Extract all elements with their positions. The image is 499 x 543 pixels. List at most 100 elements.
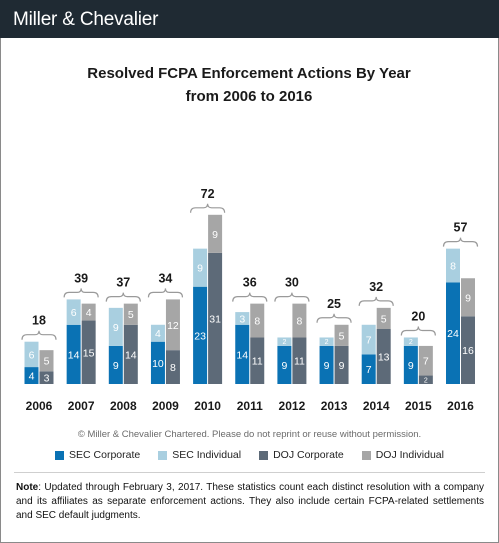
legend-label-sec-corporate: SEC Corporate <box>69 449 141 461</box>
x-tick-label-2015: 2015 <box>405 399 432 413</box>
bar-2009-sec-individual <box>150 324 165 342</box>
total-label-2014: 32 <box>369 280 383 294</box>
data-label-2015-sec-corporate: 9 <box>408 360 414 372</box>
bar-chart: Resolved FCPA Enforcement Actions By Yea… <box>21 65 479 413</box>
bar-2006-sec-individual <box>24 341 39 368</box>
x-tick-label-2014: 2014 <box>363 399 390 413</box>
bar-2014-doj-corporate <box>376 329 391 384</box>
chart-legend: SEC Corporate SEC Individual DOJ Corporate… <box>0 449 499 461</box>
bar-2011-sec-individual <box>235 312 250 325</box>
total-label-2016: 57 <box>454 221 468 235</box>
x-tick-label-2008: 2008 <box>110 399 137 413</box>
total-label-2012: 30 <box>285 276 299 290</box>
bracket-2015 <box>400 326 436 336</box>
legend-label-doj-individual: DOJ Individual <box>375 449 444 461</box>
bar-2013-doj-individual <box>334 324 349 346</box>
total-label-2009: 34 <box>158 271 172 285</box>
bar-2009-sec-corporate <box>150 341 165 384</box>
bar-2015-sec-individual <box>403 337 418 346</box>
chart-subtitle: from 2006 to 2016 <box>186 88 313 105</box>
bar-2012-sec-individual <box>277 337 292 346</box>
bar-2007-doj-individual <box>81 303 96 321</box>
data-label-2011-sec-individual: 3 <box>239 313 245 325</box>
bar-2011-sec-corporate <box>235 324 250 384</box>
data-label-2007-sec-corporate: 14 <box>68 349 80 361</box>
total-label-2006: 18 <box>32 314 46 328</box>
bar-2010-doj-corporate <box>208 252 223 384</box>
bar-2009-doj-individual <box>165 299 180 351</box>
legend-label-sec-individual: SEC Individual <box>172 449 242 461</box>
chart-title: Resolved FCPA Enforcement Actions By Yea… <box>87 65 411 82</box>
bar-2006-doj-corporate <box>39 371 54 384</box>
bar-2012-doj-individual <box>292 303 307 338</box>
data-label-2008-sec-individual: 9 <box>113 322 119 334</box>
total-label-2008: 37 <box>116 276 130 290</box>
data-label-2016-sec-individual: 8 <box>450 261 456 273</box>
data-label-2011-doj-corporate: 11 <box>252 356 263 368</box>
bracket-2013 <box>316 313 352 323</box>
data-label-2016-doj-individual: 9 <box>465 292 471 304</box>
x-tick-label-2007: 2007 <box>68 399 95 413</box>
bar-2008-doj-individual <box>123 303 138 325</box>
x-tick-label-2013: 2013 <box>321 399 348 413</box>
data-label-2006-sec-individual: 6 <box>29 349 35 361</box>
bracket-2009 <box>147 288 184 298</box>
bar-2014-doj-individual <box>376 307 391 330</box>
bracket-2016 <box>442 237 479 247</box>
x-tick-label-2009: 2009 <box>152 399 179 413</box>
data-label-2012-doj-corporate: 11 <box>294 356 305 368</box>
data-label-2013-doj-individual: 5 <box>339 330 345 342</box>
bracket-2010 <box>190 203 226 213</box>
bar-2015-sec-corporate <box>403 345 418 384</box>
data-label-2013-sec-individual: 2 <box>325 339 329 346</box>
data-label-2006-doj-corporate: 3 <box>44 373 50 385</box>
bar-2010-sec-corporate <box>193 286 208 384</box>
bar-2016-doj-individual <box>461 278 475 317</box>
footnote-label: Note <box>16 482 39 493</box>
bar-2013-sec-corporate <box>319 345 334 384</box>
bar-2007-doj-corporate <box>81 320 96 384</box>
bar-2010-doj-individual <box>208 214 223 253</box>
bar-2012-sec-corporate <box>277 345 292 384</box>
x-tick-label-2010: 2010 <box>194 399 221 413</box>
bar-2006-doj-individual <box>39 350 54 372</box>
data-label-2016-sec-corporate: 24 <box>447 328 459 340</box>
bracket-2012 <box>274 292 310 302</box>
bar-2013-sec-individual <box>319 337 334 346</box>
note-divider <box>14 472 485 473</box>
legend-label-doj-corporate: DOJ Corporate <box>273 449 344 461</box>
data-label-2015-doj-individual: 7 <box>423 356 429 368</box>
legend-swatch-sec-individual <box>158 450 168 460</box>
legend-item-doj-corporate: DOJ Corporate <box>259 449 344 461</box>
legend-item-sec-corporate: SEC Corporate <box>55 449 140 461</box>
data-label-2008-doj-individual: 5 <box>128 309 134 321</box>
bar-2010-sec-individual <box>193 248 208 287</box>
data-label-2008-sec-corporate: 9 <box>113 360 119 372</box>
data-label-2010-doj-corporate: 31 <box>209 313 221 325</box>
data-label-2009-doj-corporate: 8 <box>170 362 176 374</box>
bar-2011-doj-individual <box>250 303 265 338</box>
legend-swatch-doj-individual <box>361 450 371 460</box>
data-label-2016-doj-corporate: 16 <box>462 345 474 357</box>
data-label-2013-doj-corporate: 9 <box>339 360 345 372</box>
data-label-2014-sec-individual: 7 <box>366 335 372 347</box>
bar-2014-sec-individual <box>361 324 376 355</box>
copyright-notice: © Miller & Chevalier Chartered. Please d… <box>77 429 422 440</box>
bar-2011-doj-corporate <box>250 337 265 384</box>
data-label-2009-sec-corporate: 10 <box>152 358 164 370</box>
bar-2013-doj-corporate <box>334 345 349 384</box>
total-label-2013: 25 <box>327 297 341 311</box>
bracket-2007 <box>63 288 99 298</box>
data-label-2006-sec-corporate: 4 <box>29 371 35 383</box>
total-label-2010: 72 <box>201 187 215 201</box>
legend-swatch-sec-corporate <box>55 450 65 460</box>
data-label-2012-sec-individual: 2 <box>282 339 286 346</box>
bracket-2011 <box>232 292 268 302</box>
data-label-2011-sec-corporate: 14 <box>236 349 248 361</box>
data-label-2015-doj-corporate: 2 <box>424 377 428 384</box>
bar-2008-sec-corporate <box>108 345 123 384</box>
x-tick-label-2011: 2011 <box>237 399 263 413</box>
data-label-2015-sec-individual: 2 <box>409 339 413 346</box>
data-label-2014-sec-corporate: 7 <box>366 364 372 376</box>
data-label-2009-doj-individual: 12 <box>167 320 179 332</box>
